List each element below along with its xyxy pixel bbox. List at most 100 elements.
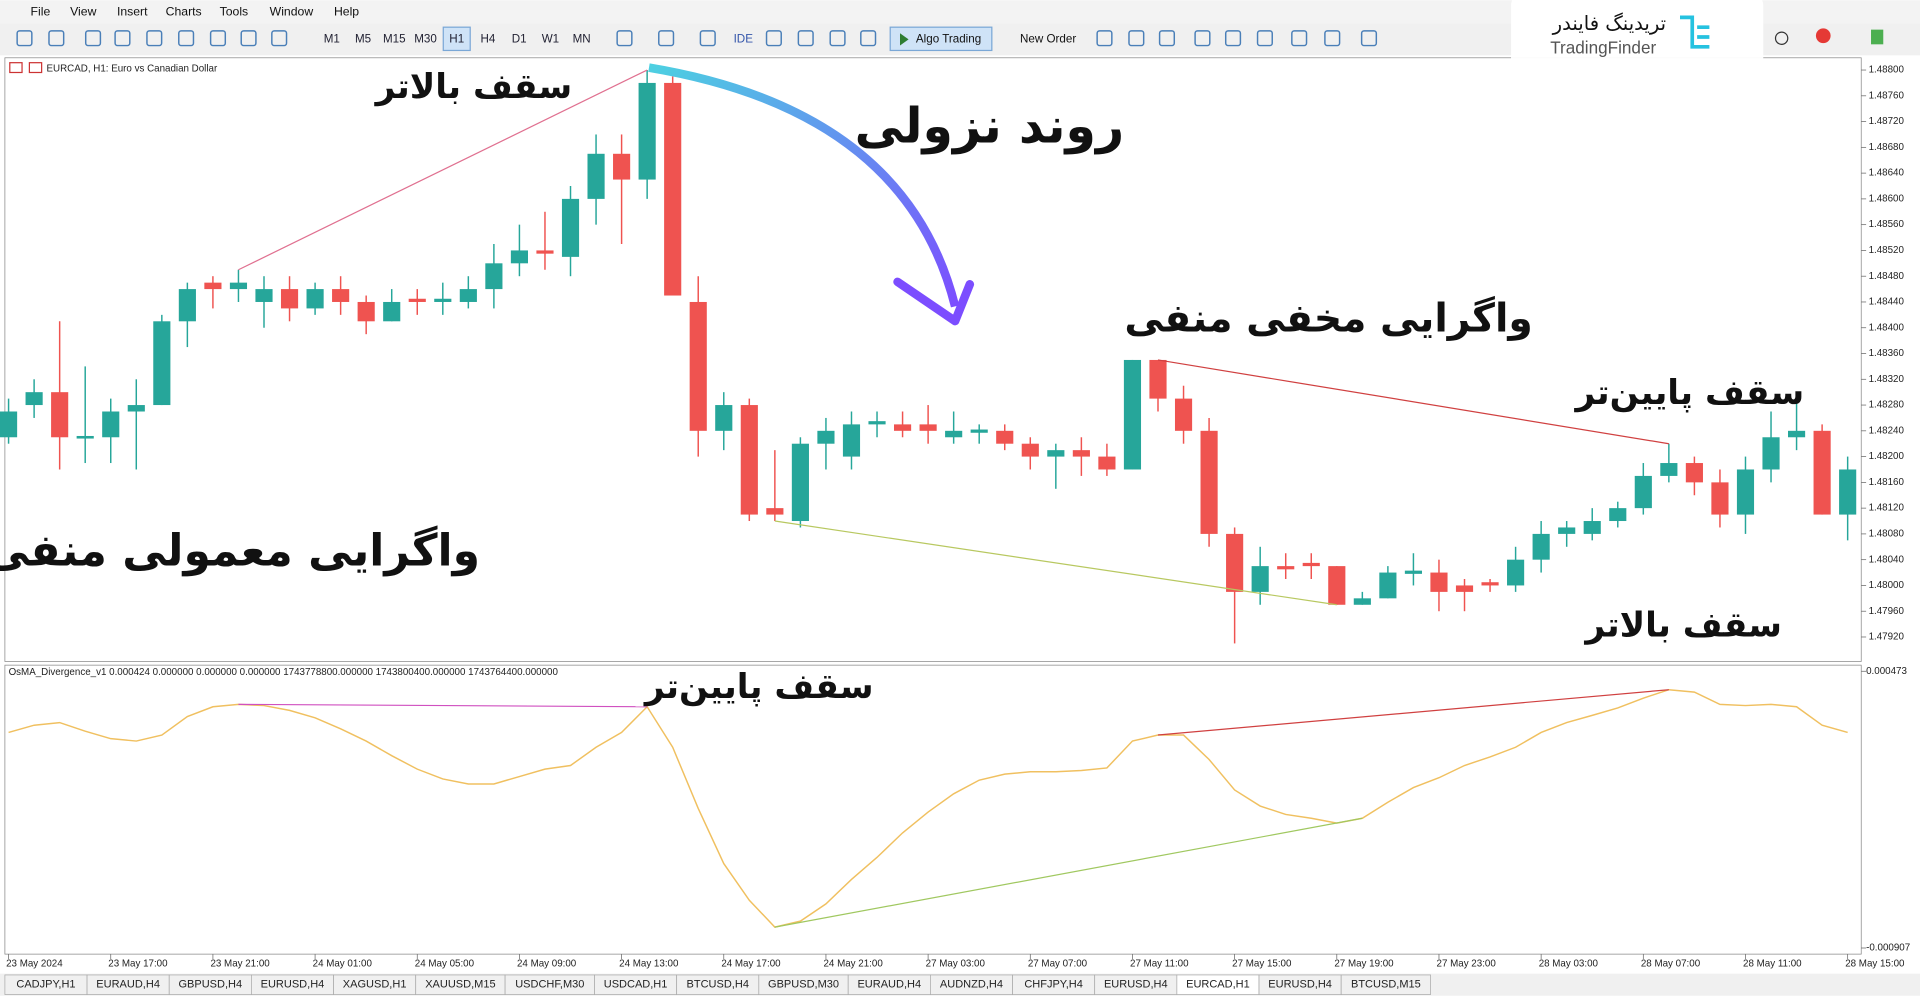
y-tick-label: 0.000473 [1866,666,1907,677]
candle-body [1174,398,1193,431]
candle-body [485,263,503,290]
tab-label[interactable]: GBPUSD,M30 [768,979,839,991]
vps-icon[interactable] [860,30,877,47]
candle-body [1328,566,1346,605]
timeframe-button[interactable]: M15 [383,33,406,46]
candle-body [204,282,222,290]
template-icon[interactable] [658,30,675,47]
vline-icon[interactable] [84,30,102,47]
tab-label[interactable]: EURUSD,H4 [261,979,325,991]
tab-label[interactable]: EURAUD,H4 [857,979,921,991]
candle-body [25,392,43,406]
y-tick-label: 1.48320 [1869,374,1905,385]
timeframe-button[interactable]: M30 [414,33,437,46]
grid-icon[interactable] [1256,30,1273,47]
x-tick-label: 27 May 03:00 [926,959,986,970]
timeframe-button[interactable]: H4 [481,33,496,46]
tab-label[interactable]: EURCAD,H1 [1186,979,1250,991]
tab-label[interactable]: BTCUSD,M15 [1351,979,1421,991]
lock-icon[interactable] [765,30,782,47]
tab-label[interactable]: AUDNZD,H4 [940,979,1003,991]
candle-body [408,298,426,302]
search-icon[interactable] [1774,31,1789,45]
menu-item[interactable]: Tools [220,5,249,19]
hline-icon[interactable] [114,30,131,47]
signal-icon [1871,29,1884,45]
x-tick-label: 24 May 09:00 [517,959,577,970]
ide-button[interactable]: IDE [734,33,754,46]
tab-label[interactable]: EURUSD,H4 [1268,979,1332,991]
tab-label[interactable]: USDCAD,H1 [604,979,668,991]
bars-icon[interactable] [1096,30,1113,47]
line-tool-icon[interactable] [1158,30,1176,47]
timeframe-button[interactable]: H1 [449,33,464,46]
menu-item[interactable]: File [31,5,51,19]
candles-tool-icon[interactable] [1128,30,1145,47]
cloud-icon[interactable] [829,30,846,47]
zoom-out-icon[interactable] [1224,30,1242,47]
menu-item[interactable]: View [70,5,96,19]
tab[interactable] [1340,974,1431,995]
divergence-line [238,69,648,271]
timeframe-button[interactable]: MN [573,33,591,46]
y-tick-label: 1.48040 [1869,554,1905,565]
shapes-icon[interactable] [271,30,288,47]
tab-label[interactable]: XAGUSD,H1 [343,979,407,991]
candle-body [1507,559,1525,586]
chart-icon [28,62,43,74]
tab-label[interactable]: XAUUSD,M15 [425,979,495,991]
logo-fa: تریدینگ فایندر [1552,12,1667,35]
y-tick-label: 1.47920 [1869,632,1905,643]
tab-label[interactable]: GBPUSD,H4 [178,979,242,991]
menu-item[interactable]: Help [334,5,359,19]
candle-body [102,411,120,438]
fibo-icon[interactable] [209,30,227,47]
chart-type-icon[interactable] [616,30,633,47]
channel-icon[interactable] [178,30,195,47]
y-tick-label: 1.48280 [1869,400,1905,411]
shift-icon[interactable] [1291,30,1308,47]
timeframe-button[interactable]: W1 [542,33,559,46]
y-tick-label: 1.48000 [1869,580,1905,591]
y-tick-label: 1.48800 [1869,65,1905,76]
timeframe-button[interactable]: M5 [355,33,371,46]
timeframe-active [442,26,471,52]
menu-item[interactable]: Window [270,5,314,19]
candle-body [255,289,273,302]
text-tool-icon[interactable] [240,30,257,47]
candle-body [1839,469,1857,515]
annotation: سقف بالاتر [1583,606,1782,646]
tab-label[interactable]: BTCUSD,H4 [687,979,749,991]
tab-label[interactable]: CHFJPY,H4 [1024,979,1083,991]
signal-icon[interactable] [797,30,814,47]
candle-body [970,429,988,433]
timeframe-button[interactable]: M1 [324,33,340,46]
zoom-in-icon[interactable] [1194,30,1211,47]
new-order-button[interactable]: New Order [1020,33,1076,46]
y-tick-label: 1.48760 [1869,90,1905,101]
menu-item[interactable]: Charts [166,5,202,19]
timeframe-button[interactable]: D1 [512,33,527,46]
tab-label[interactable]: CADJPY,H1 [16,979,75,991]
tab-label[interactable]: EURUSD,H4 [1104,979,1168,991]
trendline-icon[interactable] [146,30,163,47]
candle-body [638,82,656,180]
x-tick-label: 24 May 13:00 [619,959,679,970]
crosshair-icon[interactable] [48,30,65,47]
candle-body [894,424,912,431]
autoscroll-icon[interactable] [1324,30,1341,47]
cursor-icon[interactable] [16,30,33,47]
screenshot-icon[interactable] [1360,30,1378,47]
candle-body [1072,450,1090,457]
tab-label[interactable]: USDCHF,M30 [515,979,584,991]
x-tick-label: 28 May 07:00 [1641,959,1701,970]
tab-label[interactable]: EURAUD,H4 [96,979,160,991]
algo-button[interactable]: Algo Trading [916,33,981,46]
y-tick-label: 1.48600 [1869,193,1905,204]
candle-body [178,289,196,322]
candle-body [842,424,861,457]
market-icon[interactable] [699,30,716,47]
notification-badge[interactable] [1815,28,1831,44]
y-tick-label: 1.48240 [1869,425,1905,436]
menu-item[interactable]: Insert [117,5,148,19]
